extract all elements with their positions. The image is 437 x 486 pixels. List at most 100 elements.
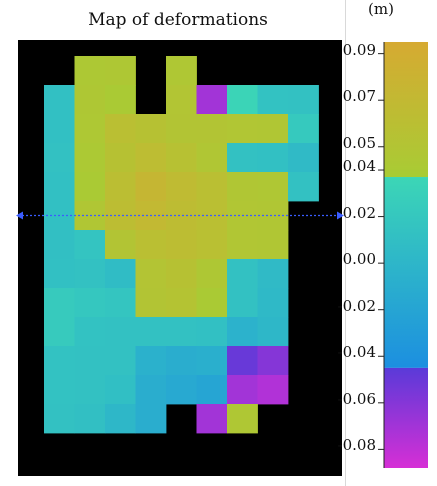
map-cell <box>166 317 197 347</box>
map-cell <box>257 259 289 289</box>
map-cell <box>74 114 106 144</box>
map-cell <box>166 259 197 289</box>
map-cell <box>257 114 289 144</box>
map-cell <box>74 56 106 86</box>
map-cell <box>44 288 75 318</box>
map-cell <box>105 172 136 202</box>
map-cell <box>105 259 136 289</box>
map-cell <box>135 375 167 405</box>
map-cell <box>227 346 258 376</box>
marker-left-arrow <box>16 211 23 220</box>
map-cell <box>196 143 228 173</box>
map-cell <box>196 288 228 318</box>
map-cell <box>196 317 228 347</box>
map-cell <box>74 230 106 260</box>
map-cells <box>44 56 319 434</box>
colorbar-tick-label: 0.04 <box>342 157 376 176</box>
map-cell <box>227 230 258 260</box>
map-cell <box>196 172 228 202</box>
map-cell <box>227 172 258 202</box>
colorbar-tick-label: -0.04 <box>337 343 376 362</box>
map-cell <box>257 317 289 347</box>
map-cell <box>105 375 136 405</box>
map-cell <box>196 114 228 144</box>
map-cell <box>227 317 258 347</box>
map-cell <box>288 143 319 173</box>
map-cell <box>166 172 197 202</box>
map-cell <box>44 114 75 144</box>
colorbar-tick-label: -0.06 <box>337 389 376 408</box>
map-cell <box>105 317 136 347</box>
map-cell <box>196 259 228 289</box>
map-cell <box>105 143 136 173</box>
map-cell <box>227 259 258 289</box>
map-cell <box>227 85 258 115</box>
map-cell <box>105 56 136 86</box>
map-cell <box>44 85 75 115</box>
colorbar-tick-label: 0.00 <box>342 250 376 269</box>
map-cell <box>257 85 289 115</box>
map-cell <box>74 375 106 405</box>
map-cell <box>44 172 75 202</box>
map-cell <box>227 143 258 173</box>
map-cell <box>257 172 289 202</box>
map-cell <box>44 404 75 434</box>
map-cell <box>44 143 75 173</box>
map-cell <box>257 230 289 260</box>
map-cell <box>166 288 197 318</box>
map-cell <box>105 85 136 115</box>
colorbar-segment <box>384 177 428 368</box>
colorbar-unit-label: (m) <box>368 0 394 18</box>
panel-divider <box>345 0 346 486</box>
map-cell <box>227 375 258 405</box>
map-cell <box>105 114 136 144</box>
map-cell <box>257 346 289 376</box>
map-cell <box>135 317 167 347</box>
map-cell <box>135 143 167 173</box>
map-cell <box>135 172 167 202</box>
map-cell <box>74 288 106 318</box>
colorbar-segment <box>384 42 428 178</box>
colorbar-tick-label: 0.07 <box>342 87 376 106</box>
map-cell <box>288 114 319 144</box>
map-cell <box>44 259 75 289</box>
map-cell <box>44 230 75 260</box>
colorbar-segment <box>384 367 428 468</box>
map-cell <box>74 143 106 173</box>
map-cell <box>257 375 289 405</box>
map-cell <box>227 114 258 144</box>
map-cell <box>105 346 136 376</box>
map-cell <box>166 85 197 115</box>
map-cell <box>105 404 136 434</box>
map-cell <box>166 346 197 376</box>
map-cell <box>105 288 136 318</box>
map-cell <box>196 85 228 115</box>
map-cell <box>196 346 228 376</box>
map-cell <box>74 346 106 376</box>
map-cell <box>257 288 289 318</box>
colorbar-tick-label: 0.05 <box>342 133 376 152</box>
map-cell <box>105 230 136 260</box>
map-cell <box>135 288 167 318</box>
map-cell <box>196 230 228 260</box>
map-cell <box>166 143 197 173</box>
map-cell <box>135 346 167 376</box>
colorbar-tick-label: -0.02 <box>337 296 376 315</box>
map-cell <box>288 85 319 115</box>
map-cell <box>135 404 167 434</box>
map-cell <box>257 143 289 173</box>
map-cell <box>196 404 228 434</box>
colorbar-tick-label: 0.09 <box>342 40 376 59</box>
map-cell <box>166 56 197 86</box>
marker-right-arrow <box>337 211 344 220</box>
map-cell <box>135 230 167 260</box>
map-cell <box>74 404 106 434</box>
map-cell <box>288 172 319 202</box>
map-cell <box>74 172 106 202</box>
colorbar-tick-label: -0.08 <box>337 436 376 455</box>
colorbar-tick-label: 0.02 <box>342 203 376 222</box>
map-cell <box>227 404 258 434</box>
map-cell <box>44 375 75 405</box>
